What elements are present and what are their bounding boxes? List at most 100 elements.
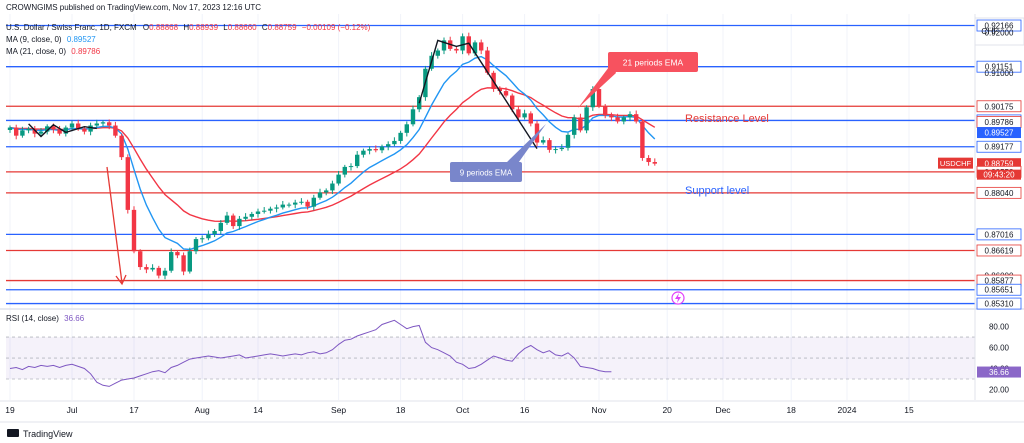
legend: CROWNGIMS published on TradingView.com, … — [6, 3, 999, 323]
candle — [45, 126, 50, 132]
candle — [138, 251, 143, 268]
countdown-label: 09:43:20 — [983, 171, 1015, 180]
publisher-line: CROWNGIMS published on TradingView.com, … — [6, 3, 261, 12]
candle — [169, 252, 174, 271]
candle — [355, 154, 360, 167]
candle — [20, 130, 25, 136]
candle — [435, 50, 440, 56]
price-label: 0.85877 — [985, 277, 1014, 286]
candle — [460, 36, 465, 51]
candle — [14, 127, 19, 136]
candle — [237, 218, 242, 227]
candle — [596, 89, 602, 107]
ema21-curve — [9, 87, 656, 223]
price-label: 0.90175 — [985, 102, 1014, 111]
candle — [113, 125, 118, 136]
time-tick-label: 15 — [904, 405, 914, 415]
candle — [330, 183, 335, 191]
candle — [280, 204, 285, 208]
price-label-box — [976, 100, 1022, 113]
candle — [76, 123, 81, 129]
time-tick-label: Oct — [456, 405, 470, 415]
ema21-callout-label: 21 periods EMA — [623, 58, 684, 68]
price-label-box — [976, 60, 1022, 73]
price-label: 0.86619 — [985, 246, 1014, 255]
candle — [255, 211, 261, 214]
candle — [88, 125, 93, 132]
candle — [231, 215, 236, 227]
price-label-box — [976, 186, 1022, 199]
time-tick-label: 2024 — [838, 405, 857, 415]
price-label: 0.88759 — [985, 160, 1014, 169]
candle — [119, 135, 124, 158]
o-label: O — [143, 23, 149, 32]
drop-arrow — [106, 166, 123, 284]
time-tick-label: Nov — [591, 405, 607, 415]
time-tick-label: 20 — [662, 405, 672, 415]
ema9-callout-label: 9 periods EMA — [460, 169, 513, 178]
price-label: 0.89786 — [985, 118, 1014, 127]
candle — [206, 234, 211, 239]
candle — [479, 42, 484, 51]
time-tick-label: Dec — [715, 405, 731, 415]
price-label: 0.92166 — [985, 22, 1014, 31]
price-axis: 0.921660.920000.911510.910000.901750.898… — [938, 14, 1024, 400]
price-label: 0.89527 — [985, 129, 1014, 138]
candle — [348, 166, 354, 168]
candle — [38, 131, 44, 134]
candle — [547, 140, 552, 150]
rsi-tick-label: 60.00 — [989, 344, 1010, 353]
price-label-box — [976, 19, 1022, 32]
candle — [634, 114, 639, 122]
time-tick-label: 19 — [5, 405, 15, 415]
price-label-box — [976, 140, 1022, 153]
tradingview-logo-icon — [7, 429, 19, 437]
price-label: 0.91151 — [985, 63, 1014, 72]
candle — [454, 48, 459, 51]
price-label-box — [977, 158, 1021, 170]
ema21-line — [9, 87, 656, 223]
symbol-tag: USDCHF — [940, 159, 972, 168]
price-label-box — [976, 283, 1022, 296]
candle — [485, 50, 490, 73]
support-label: Support level — [685, 185, 749, 197]
candle — [584, 107, 589, 131]
h-label: H — [183, 23, 189, 32]
candle — [162, 270, 168, 276]
candle — [243, 216, 248, 219]
candle — [305, 201, 310, 207]
horizontal-levels — [6, 24, 975, 305]
drop-arrow-head — [115, 274, 127, 286]
price-label-box — [976, 244, 1022, 257]
candle — [615, 117, 620, 122]
candle — [57, 129, 62, 134]
candle — [187, 251, 192, 272]
candle — [175, 252, 180, 256]
l-value: 0.88660 — [228, 23, 257, 32]
candle — [274, 207, 279, 209]
candle — [224, 215, 230, 223]
ema9-callout-box — [450, 162, 522, 182]
candle — [652, 162, 657, 164]
candle — [107, 122, 112, 126]
rsi-current-box — [977, 366, 1021, 378]
candle — [404, 124, 409, 133]
candle — [32, 128, 37, 134]
time-tick-label: 18 — [396, 405, 406, 415]
ma21-value: 0.89786 — [71, 47, 100, 56]
price-label-box — [977, 127, 1021, 139]
candle — [144, 267, 149, 270]
candle — [627, 114, 633, 118]
time-tick-label: Sep — [331, 405, 346, 415]
candle — [317, 192, 323, 198]
candle — [268, 208, 273, 211]
candle — [522, 113, 527, 118]
c-label: C — [262, 23, 268, 32]
candle — [26, 128, 31, 131]
ema9-line — [9, 55, 656, 251]
candle — [472, 42, 478, 54]
candle — [398, 132, 403, 141]
candle — [181, 255, 186, 272]
annotations: 21 periods EMA 9 periods EMA Resistance … — [106, 52, 769, 305]
